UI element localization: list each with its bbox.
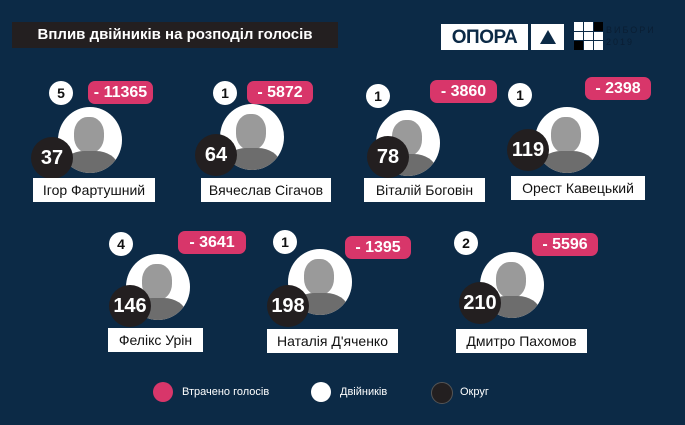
candidate-name: Наталія Д'яченко bbox=[267, 329, 398, 353]
district-number: 64 bbox=[195, 134, 237, 176]
doubles-count: 4 bbox=[109, 232, 133, 256]
candidate-name: Орест Кавецький bbox=[511, 176, 645, 200]
doubles-count: 2 bbox=[454, 231, 478, 255]
district-number: 78 bbox=[367, 136, 409, 178]
legend-district-swatch bbox=[431, 382, 453, 404]
district-number: 198 bbox=[267, 285, 309, 327]
doubles-count: 1 bbox=[213, 81, 237, 105]
opora-logo: ОПОРА bbox=[441, 24, 528, 50]
doubles-count: 1 bbox=[273, 230, 297, 254]
lost-votes-badge: - 5872 bbox=[247, 81, 313, 104]
doubles-count: 5 bbox=[49, 81, 73, 105]
legend-doubles-label: Двійників bbox=[340, 386, 388, 398]
legend-district-label: Округ bbox=[460, 386, 489, 398]
candidate-name: Вячеслав Сігачов bbox=[201, 178, 331, 202]
elections-grid-icon bbox=[574, 22, 603, 50]
doubles-count: 1 bbox=[508, 83, 532, 107]
page-title: Вплив двійників на розподіл голосів bbox=[12, 22, 338, 48]
triangle-logo-icon bbox=[531, 24, 564, 50]
candidate-name: Віталій Боговін bbox=[364, 178, 485, 202]
district-number: 37 bbox=[31, 137, 73, 179]
district-number: 119 bbox=[507, 129, 549, 171]
doubles-count: 1 bbox=[366, 84, 390, 108]
district-number: 210 bbox=[459, 282, 501, 324]
lost-votes-badge: - 3860 bbox=[430, 80, 497, 103]
lost-votes-badge: - 5596 bbox=[532, 233, 598, 256]
candidate-name: Ігор Фартушний bbox=[33, 178, 155, 202]
candidate-photo bbox=[535, 107, 599, 173]
legend-lost-votes-label: Втрачено голосів bbox=[182, 386, 270, 398]
lost-votes-badge: - 11365 bbox=[88, 81, 153, 104]
candidate-name: Фелікс Урін bbox=[108, 328, 203, 352]
elections-logo-text: ВИБОРИ 2019 bbox=[606, 25, 656, 47]
legend-doubles-swatch bbox=[311, 382, 331, 402]
lost-votes-badge: - 2398 bbox=[585, 77, 651, 100]
candidate-name: Дмитро Пахомов bbox=[456, 329, 587, 353]
legend-lost-votes-swatch bbox=[153, 382, 173, 402]
lost-votes-badge: - 3641 bbox=[178, 231, 246, 254]
lost-votes-badge: - 1395 bbox=[345, 236, 411, 259]
district-number: 146 bbox=[109, 285, 151, 327]
